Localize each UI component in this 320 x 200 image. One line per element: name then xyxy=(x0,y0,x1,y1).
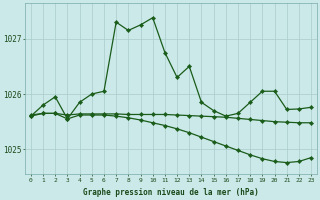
X-axis label: Graphe pression niveau de la mer (hPa): Graphe pression niveau de la mer (hPa) xyxy=(83,188,259,197)
